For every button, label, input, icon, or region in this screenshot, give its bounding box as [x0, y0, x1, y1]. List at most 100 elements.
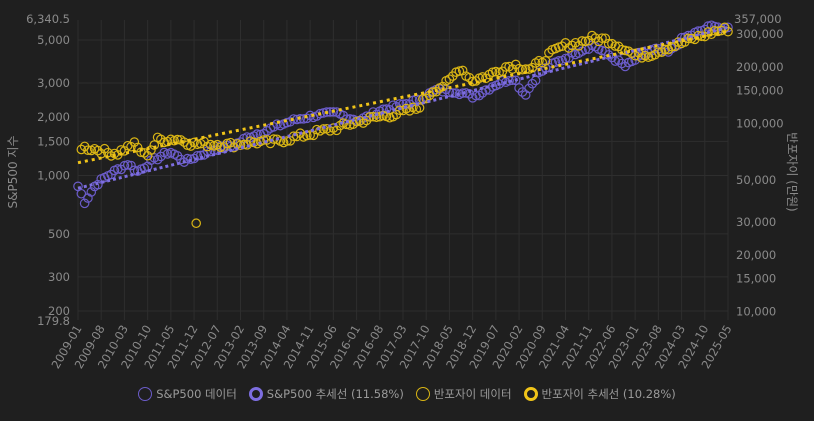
- sp500-data-point: [494, 79, 504, 89]
- sp500-data-point: [195, 150, 206, 161]
- banpo-data-point: [706, 29, 717, 40]
- banpo-data-point: [501, 62, 511, 72]
- sp500-trend-swatch-icon: [248, 387, 263, 401]
- sp500-data-point: [484, 85, 495, 95]
- sp500-data-point: [474, 90, 485, 101]
- banpo-data-point: [156, 134, 166, 145]
- sp500-data-point: [597, 45, 607, 56]
- sp500-data-point: [79, 198, 90, 209]
- sp500-data-point: [560, 53, 571, 64]
- right-axis-max-label: 357,000: [734, 12, 782, 26]
- legend-item-banpo-data[interactable]: 반포자이 데이터: [415, 386, 512, 402]
- banpo-data-point: [146, 145, 156, 155]
- banpo-data-point: [597, 33, 607, 43]
- banpo-data-point: [414, 103, 425, 113]
- banpo-data-point: [358, 118, 369, 128]
- banpo-data-point: [650, 49, 660, 60]
- left-axis-ticks: 200 300 500 1,000 1,500 2,000 3,000 5,000: [37, 33, 70, 318]
- banpo-data-point: [517, 64, 528, 75]
- chart-legend: S&P500 데이터 S&P500 추세선 (11.58%) 반포자이 데이터 …: [0, 384, 814, 404]
- banpo-data-point: [421, 93, 432, 104]
- banpo-data-point: [660, 44, 670, 55]
- grid-lines: [77, 20, 729, 320]
- banpo-data-point: [457, 65, 468, 76]
- banpo-data-swatch-icon: [415, 387, 430, 401]
- sp500-data-point: [176, 154, 186, 165]
- right-axis-ticks: 10,000 15,000 20,000 30,000 50,000 100,000 150…: [736, 27, 784, 318]
- sp500-data-point: [328, 107, 339, 117]
- left-tick-label: 500: [48, 227, 70, 241]
- sp500-data-point: [315, 108, 325, 119]
- left-tick-label: 3,000: [37, 76, 70, 90]
- banpo-data-point: [444, 74, 455, 84]
- banpo-data-point: [119, 146, 130, 156]
- left-tick-label: 2,000: [37, 110, 70, 124]
- sp500-data-point: [613, 55, 624, 65]
- left-tick-label: 5,000: [37, 33, 70, 47]
- right-tick-label: 150,000: [736, 84, 784, 98]
- banpo-data-point: [83, 145, 93, 155]
- banpo-data-point: [132, 142, 143, 153]
- sp500-data-point: [182, 153, 193, 164]
- right-tick-label: 20,000: [736, 248, 776, 262]
- sp500-data-point: [530, 75, 541, 86]
- sp500-data-swatch-icon: [138, 387, 153, 401]
- banpo-data-point: [587, 30, 597, 41]
- sp500-data-point: [295, 114, 305, 124]
- banpo-data-point: [404, 106, 415, 116]
- left-axis-title: S&P500 지수: [6, 135, 20, 208]
- banpo-data-point: [570, 37, 581, 48]
- banpo-data-point: [282, 136, 292, 146]
- banpo-data-point: [368, 111, 378, 122]
- sp500-data-point: [321, 107, 332, 117]
- legend-item-sp500-trend[interactable]: S&P500 추세선 (11.58%): [248, 386, 404, 402]
- right-tick-label: 50,000: [736, 173, 776, 187]
- banpo-data-point: [331, 125, 342, 136]
- banpo-data-point: [540, 56, 551, 66]
- banpo-data-point: [666, 41, 677, 52]
- banpo-data-point: [487, 67, 498, 78]
- sp500-data-point: [76, 188, 87, 199]
- legend-label-sp500-trend: S&P500 추세선 (11.58%): [266, 387, 404, 401]
- sp500-data-point: [126, 160, 136, 171]
- legend-item-banpo-trend[interactable]: 반포자이 추세선 (10.28%): [523, 386, 676, 402]
- sp500-data-point: [617, 58, 627, 69]
- banpo-trend-line: [77, 30, 729, 165]
- legend-label-banpo-data: 반포자이 데이터: [433, 387, 512, 401]
- banpo-data-point: [573, 40, 584, 51]
- legend-label-banpo-trend: 반포자이 추세선 (10.28%): [541, 387, 676, 401]
- left-tick-label: 300: [48, 270, 70, 284]
- banpo-data-point: [709, 25, 720, 36]
- sp500-data-point: [603, 50, 614, 60]
- banpo-data-point: [557, 41, 567, 52]
- right-tick-label: 200,000: [736, 60, 784, 74]
- legend-label-sp500-data: S&P500 데이터: [156, 387, 237, 401]
- banpo-data-point: [577, 36, 587, 46]
- banpo-data-point: [504, 61, 514, 72]
- banpo-data-point: [93, 145, 103, 156]
- banpo-data-point: [437, 81, 448, 92]
- sp500-data-point: [471, 90, 481, 101]
- left-axis-max-label: 6,340.5: [26, 12, 70, 26]
- banpo-outlier-point: [191, 218, 201, 229]
- sp500-data-point: [527, 78, 538, 89]
- banpo-data-point: [603, 38, 614, 49]
- banpo-data-point: [564, 43, 574, 53]
- sp500-data-point: [302, 113, 312, 124]
- banpo-data-point: [600, 33, 611, 44]
- banpo-data-point: [225, 137, 236, 148]
- banpo-data-point: [544, 48, 554, 58]
- legend-item-sp500-data[interactable]: S&P500 데이터: [138, 386, 237, 402]
- banpo-data-point: [590, 33, 601, 43]
- sp500-data-point: [93, 179, 103, 190]
- banpo-points: [76, 22, 733, 229]
- sp500-data-point: [504, 75, 514, 86]
- banpo-data-point: [305, 130, 315, 140]
- banpo-data-point: [653, 47, 664, 57]
- banpo-data-point: [560, 38, 571, 48]
- right-tick-label: 100,000: [736, 117, 784, 131]
- banpo-data-point: [292, 131, 302, 142]
- banpo-data-point: [454, 66, 465, 76]
- banpo-data-point: [583, 35, 594, 46]
